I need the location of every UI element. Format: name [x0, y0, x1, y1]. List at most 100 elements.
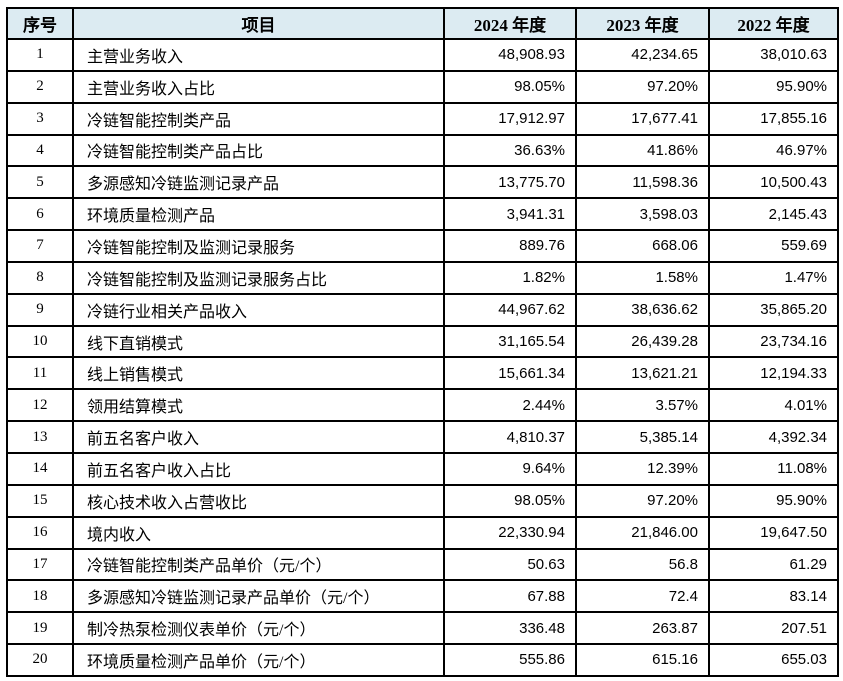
cell-2024: 9.64%: [443, 451, 577, 486]
cell-index: 15: [6, 483, 74, 518]
cell-item: 线下直销模式: [72, 324, 445, 359]
cell-2023: 72.4: [575, 579, 710, 614]
cell-index: 7: [6, 229, 74, 263]
cell-index: 11: [6, 356, 74, 391]
cell-2022: 19,647.50: [708, 515, 839, 550]
cell-2024: 555.86: [443, 643, 577, 677]
cell-2023: 56.8: [575, 547, 710, 582]
cell-index: 12: [6, 388, 74, 423]
cell-item: 冷链智能控制及监测记录服务占比: [72, 260, 445, 295]
column-header-2022: 2022 年度: [708, 7, 839, 40]
cell-2024: 1.82%: [443, 260, 577, 295]
cell-2024: 36.63%: [443, 133, 577, 168]
cell-2022: 4.01%: [708, 388, 839, 423]
cell-2023: 3.57%: [575, 388, 710, 423]
cell-index: 9: [6, 292, 74, 327]
table-row: 16 境内收入 22,330.94 21,846.00 19,647.50: [6, 515, 839, 550]
cell-2023: 97.20%: [575, 69, 710, 104]
cell-2022: 559.69: [708, 229, 839, 263]
cell-2024: 17,912.97: [443, 101, 577, 136]
cell-item: 主营业务收入占比: [72, 69, 445, 104]
table-row: 10 线下直销模式 31,165.54 26,439.28 23,734.16: [6, 324, 839, 359]
cell-2023: 42,234.65: [575, 38, 710, 72]
cell-2024: 98.05%: [443, 483, 577, 518]
cell-index: 20: [6, 643, 74, 677]
cell-2023: 615.16: [575, 643, 710, 677]
cell-2023: 3,598.03: [575, 197, 710, 232]
cell-item: 环境质量检测产品单价（元/个）: [72, 643, 445, 677]
cell-2023: 1.58%: [575, 260, 710, 295]
table-row: 3 冷链智能控制类产品 17,912.97 17,677.41 17,855.16: [6, 101, 839, 136]
cell-item: 冷链智能控制及监测记录服务: [72, 229, 445, 263]
cell-2023: 13,621.21: [575, 356, 710, 391]
cell-item: 多源感知冷链监测记录产品单价（元/个）: [72, 579, 445, 614]
cell-2022: 46.97%: [708, 133, 839, 168]
cell-2023: 41.86%: [575, 133, 710, 168]
cell-2024: 44,967.62: [443, 292, 577, 327]
table-row: 11 线上销售模式 15,661.34 13,621.21 12,194.33: [6, 356, 839, 391]
cell-2022: 207.51: [708, 611, 839, 646]
cell-item: 线上销售模式: [72, 356, 445, 391]
cell-2022: 35,865.20: [708, 292, 839, 327]
cell-2024: 67.88: [443, 579, 577, 614]
cell-2024: 31,165.54: [443, 324, 577, 359]
cell-item: 境内收入: [72, 515, 445, 550]
table-row: 7 冷链智能控制及监测记录服务 889.76 668.06 559.69: [6, 229, 839, 263]
cell-item: 核心技术收入占营收比: [72, 483, 445, 518]
cell-2022: 1.47%: [708, 260, 839, 295]
cell-2024: 15,661.34: [443, 356, 577, 391]
cell-2023: 38,636.62: [575, 292, 710, 327]
cell-index: 4: [6, 133, 74, 168]
cell-2024: 889.76: [443, 229, 577, 263]
cell-2022: 83.14: [708, 579, 839, 614]
table-header: 序号 项目 2024 年度 2023 年度 2022 年度: [6, 7, 839, 40]
table-row: 2 主营业务收入占比 98.05% 97.20% 95.90%: [6, 69, 839, 104]
cell-2024: 2.44%: [443, 388, 577, 423]
cell-2022: 655.03: [708, 643, 839, 677]
cell-index: 18: [6, 579, 74, 614]
cell-2022: 23,734.16: [708, 324, 839, 359]
financial-data-table: 序号 项目 2024 年度 2023 年度 2022 年度 1 主营业务收入 48,…: [6, 7, 839, 677]
table-row: 17 冷链智能控制类产品单价（元/个） 50.63 56.8 61.29: [6, 547, 839, 582]
cell-2023: 11,598.36: [575, 165, 710, 200]
cell-2024: 4,810.37: [443, 420, 577, 454]
cell-item: 多源感知冷链监测记录产品: [72, 165, 445, 200]
cell-2023: 263.87: [575, 611, 710, 646]
cell-item: 冷链智能控制类产品: [72, 101, 445, 136]
cell-2022: 61.29: [708, 547, 839, 582]
cell-2024: 336.48: [443, 611, 577, 646]
table-row: 19 制冷热泵检测仪表单价（元/个） 336.48 263.87 207.51: [6, 611, 839, 646]
cell-index: 2: [6, 69, 74, 104]
cell-2023: 97.20%: [575, 483, 710, 518]
cell-2023: 668.06: [575, 229, 710, 263]
cell-index: 14: [6, 451, 74, 486]
cell-2022: 17,855.16: [708, 101, 839, 136]
cell-index: 5: [6, 165, 74, 200]
table-row: 5 多源感知冷链监测记录产品 13,775.70 11,598.36 10,500.43: [6, 165, 839, 200]
table-row: 8 冷链智能控制及监测记录服务占比 1.82% 1.58% 1.47%: [6, 260, 839, 295]
cell-2023: 17,677.41: [575, 101, 710, 136]
table-row: 1 主营业务收入 48,908.93 42,234.65 38,010.63: [6, 38, 839, 72]
cell-2022: 10,500.43: [708, 165, 839, 200]
cell-item: 环境质量检测产品: [72, 197, 445, 232]
cell-2024: 22,330.94: [443, 515, 577, 550]
cell-item: 前五名客户收入占比: [72, 451, 445, 486]
cell-2022: 12,194.33: [708, 356, 839, 391]
table-row: 14 前五名客户收入占比 9.64% 12.39% 11.08%: [6, 451, 839, 486]
cell-item: 主营业务收入: [72, 38, 445, 72]
cell-2022: 95.90%: [708, 69, 839, 104]
cell-2022: 11.08%: [708, 451, 839, 486]
cell-2024: 98.05%: [443, 69, 577, 104]
cell-2024: 3,941.31: [443, 197, 577, 232]
cell-index: 13: [6, 420, 74, 454]
cell-2023: 26,439.28: [575, 324, 710, 359]
cell-2024: 13,775.70: [443, 165, 577, 200]
cell-2022: 38,010.63: [708, 38, 839, 72]
cell-item: 前五名客户收入: [72, 420, 445, 454]
cell-2023: 5,385.14: [575, 420, 710, 454]
cell-2024: 48,908.93: [443, 38, 577, 72]
cell-index: 8: [6, 260, 74, 295]
cell-item: 领用结算模式: [72, 388, 445, 423]
cell-2023: 21,846.00: [575, 515, 710, 550]
